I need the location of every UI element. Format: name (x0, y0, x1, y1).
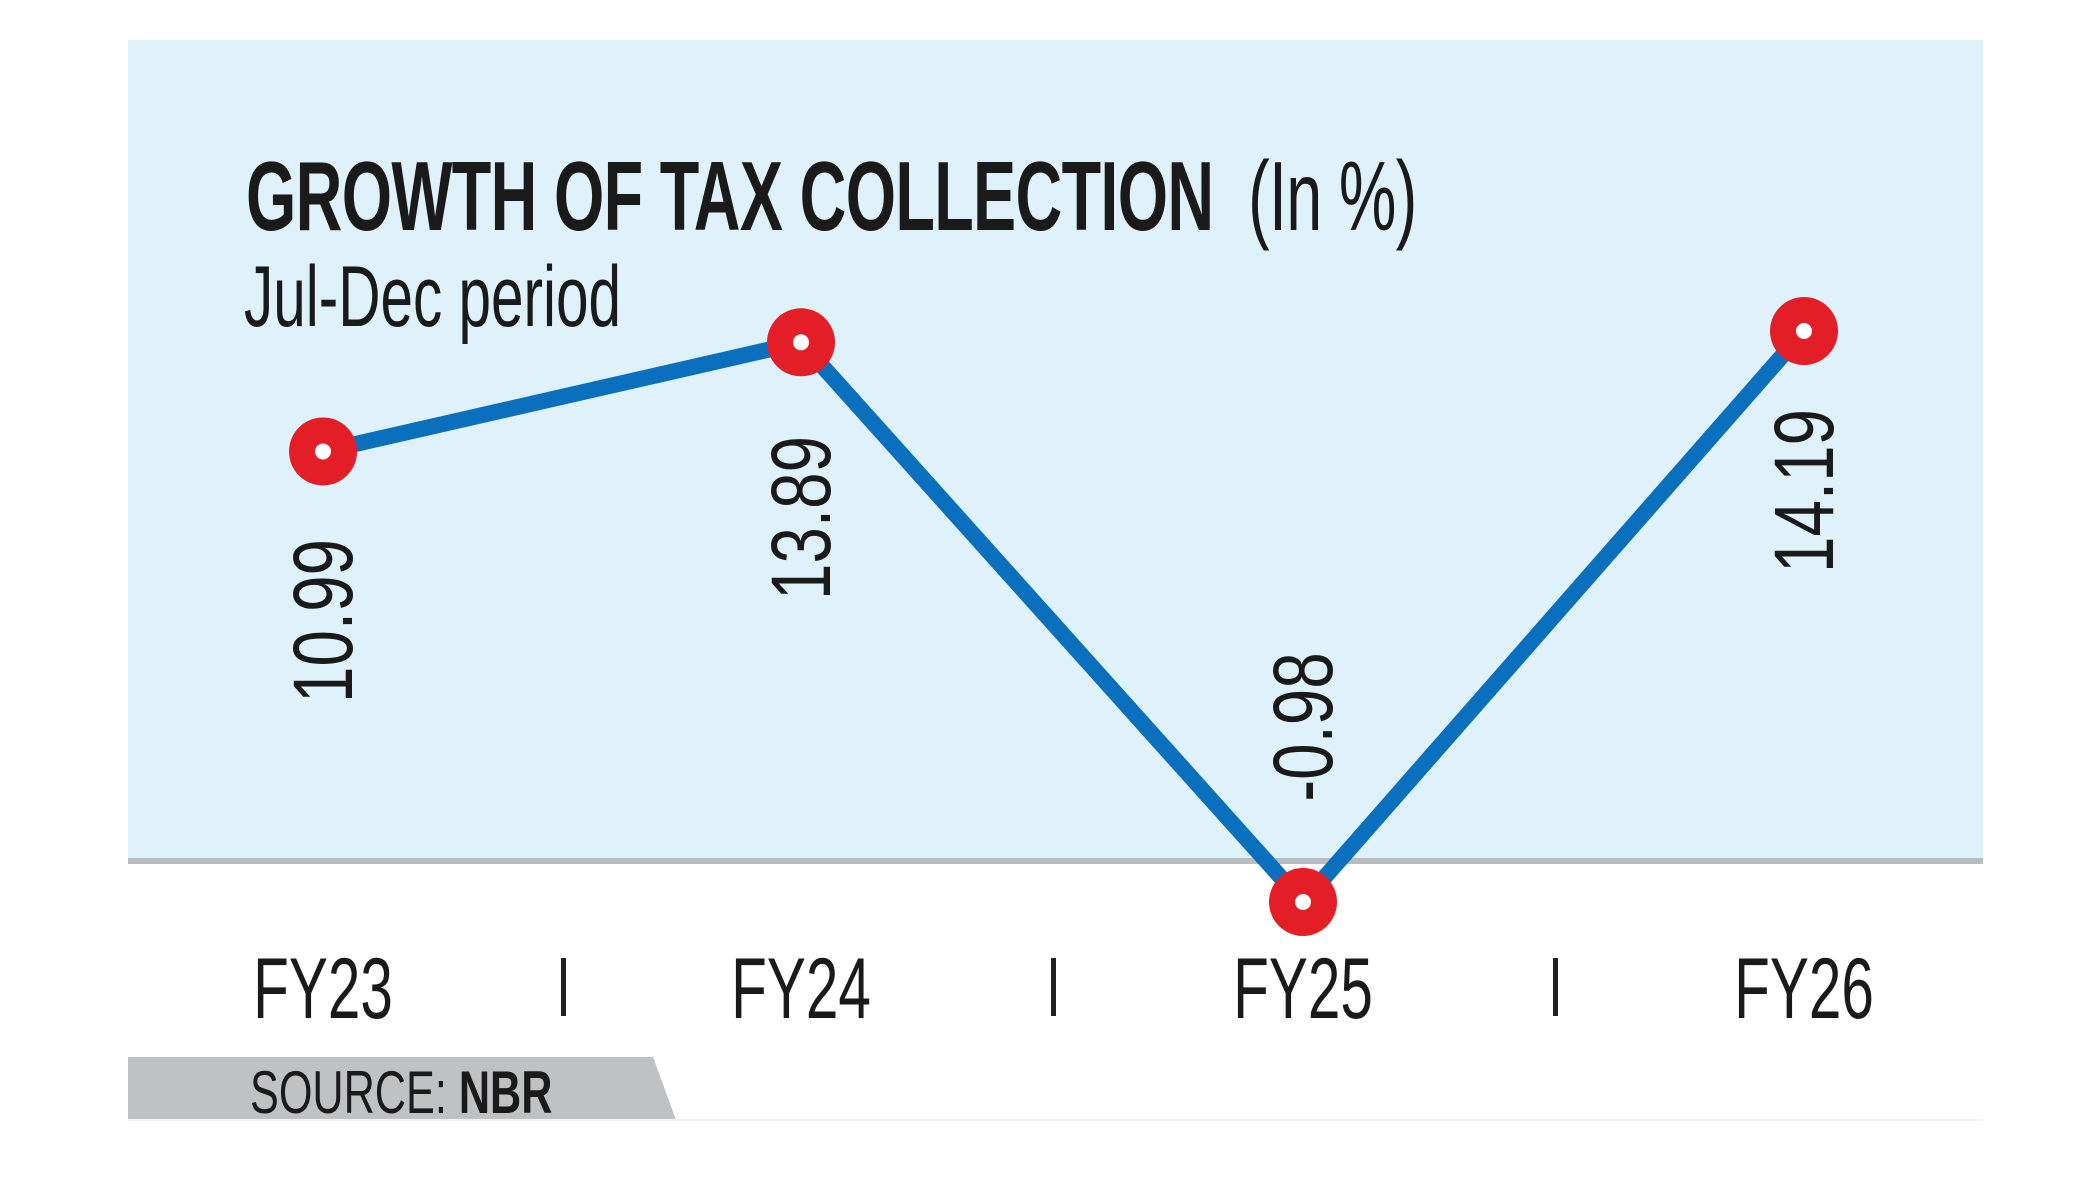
data-point-center (1295, 894, 1311, 910)
x-tick-label: FY26 (1734, 940, 1874, 1037)
category-separator (1051, 958, 1056, 1016)
x-axis-baseline (128, 858, 1983, 864)
x-tick-label: FY24 (731, 940, 871, 1037)
source-text: SOURCE: NBR (250, 1059, 553, 1126)
data-point-center (1796, 323, 1812, 340)
unit-label: (In %) (1248, 141, 1417, 251)
x-tick-label: FY25 (1233, 940, 1373, 1037)
data-label: -0.98 (1256, 652, 1350, 801)
x-tick-label: FY23 (253, 940, 393, 1037)
chart-background (128, 40, 1983, 858)
category-separator (561, 958, 566, 1016)
data-label: 13.89 (754, 436, 848, 600)
data-label: 14.19 (1757, 409, 1851, 573)
source-bar (128, 1057, 676, 1120)
data-point-center (315, 443, 331, 460)
series-line (321, 325, 1811, 915)
category-separator (1553, 958, 1558, 1016)
chart-subtitle: Jul-Dec period (244, 249, 622, 345)
data-point-center (793, 334, 809, 351)
chart-title: GROWTH OF TAX COLLECTION (In %) (246, 141, 1417, 251)
data-label: 10.99 (276, 539, 370, 703)
footer-line (128, 1119, 1983, 1121)
source-name: NBR (458, 1059, 553, 1126)
